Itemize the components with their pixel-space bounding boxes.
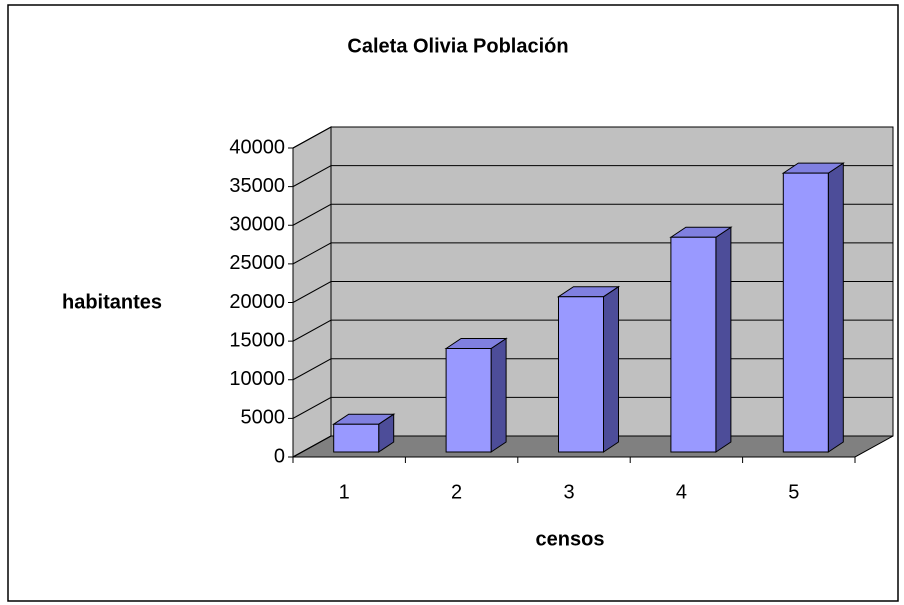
bar	[669, 226, 733, 453]
x-tick-label: 1	[339, 481, 350, 503]
bar-front	[445, 347, 492, 453]
y-tick-label: 30000	[229, 214, 285, 236]
y-tick-label: 15000	[229, 329, 285, 351]
grid-line	[292, 126, 893, 149]
bar	[444, 337, 508, 453]
chart-title: Caleta Olivia Población	[347, 35, 568, 57]
y-tick-label: 40000	[229, 136, 285, 158]
y-tick-label: 20000	[229, 291, 285, 313]
y-tick-label: 25000	[229, 252, 285, 274]
bar-side	[603, 285, 619, 453]
bar-side	[715, 226, 732, 453]
grid-line	[292, 203, 893, 226]
bar-front	[558, 296, 604, 453]
bar-side	[827, 162, 844, 453]
y-tick-label: 35000	[229, 175, 285, 197]
bar-front	[333, 423, 380, 453]
y-tick-label: 0	[274, 445, 285, 467]
bar	[781, 162, 845, 453]
bar-side	[490, 337, 507, 453]
x-axis-label: censos	[536, 528, 605, 550]
x-tick-label: 4	[676, 481, 687, 503]
y-tick-label: 10000	[229, 368, 285, 390]
bar-front	[670, 236, 717, 453]
bar-front	[782, 172, 829, 453]
grid-line	[292, 165, 893, 188]
y-axis-label: habitantes	[62, 291, 162, 313]
bar	[332, 413, 396, 453]
x-tick-label: 2	[451, 481, 462, 503]
x-tick-label: 3	[563, 481, 574, 503]
x-tick-label: 5	[788, 481, 799, 503]
bar	[556, 285, 621, 453]
y-tick-label: 5000	[241, 407, 286, 429]
